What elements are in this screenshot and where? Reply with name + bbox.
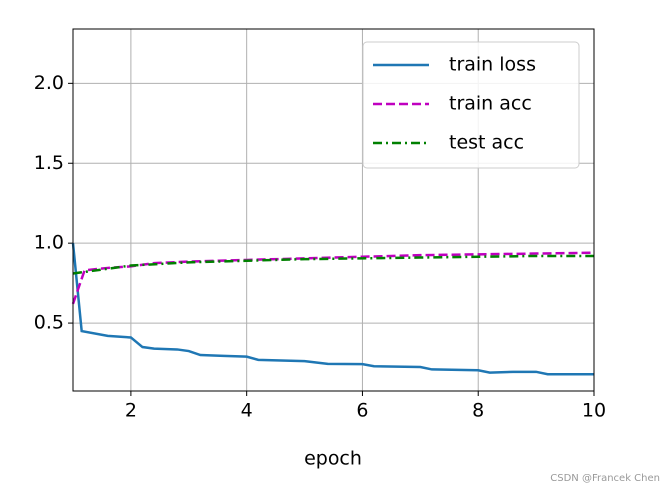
y-tick-label: 1.5 (34, 152, 64, 174)
y-tick-label: 2.0 (34, 72, 64, 94)
axes-frame (72, 28, 595, 392)
watermark: CSDN @Francek Chen (550, 473, 660, 484)
series-line (72, 254, 594, 275)
series-line (71, 243, 594, 376)
y-tick-label: 1.0 (34, 232, 64, 254)
legend: train loss train acc test acc (362, 41, 580, 169)
legend-label: test acc (449, 132, 524, 154)
legend-label: train acc (449, 93, 532, 115)
x-tick-label: 8 (472, 400, 484, 422)
legend-box (362, 41, 580, 169)
x-axis-label: epoch (304, 448, 362, 470)
x-tick-label: 4 (241, 400, 253, 422)
x-tick-label: 2 (125, 400, 137, 422)
y-tick-label: 0.5 (34, 312, 64, 334)
series-line (71, 251, 595, 305)
legend-label: train loss (449, 54, 536, 76)
x-tick-label: 6 (356, 400, 368, 422)
x-tick-label: 10 (582, 400, 606, 422)
